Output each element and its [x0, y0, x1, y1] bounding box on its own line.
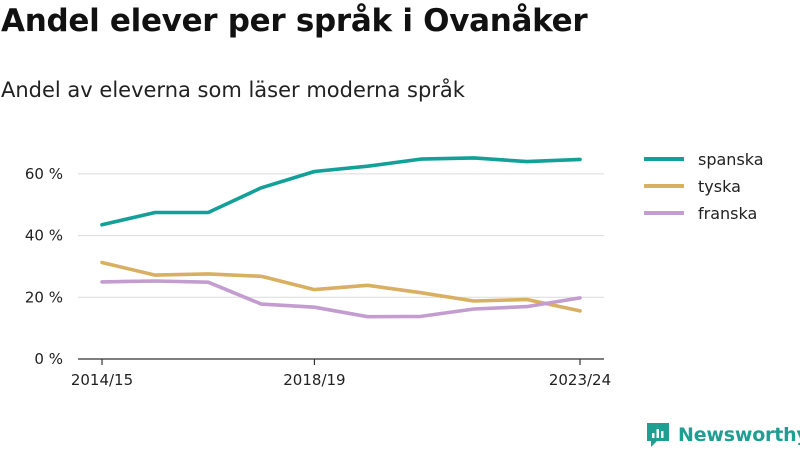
newsworthy-logo: Newsworthy	[645, 421, 800, 449]
legend: spanska tyska franska	[644, 150, 764, 223]
axes: 0 % 20 % 40 % 60 % 2014/15 2018/19 2023/24	[25, 165, 611, 389]
newsworthy-logo-icon	[647, 423, 669, 447]
y-tick-label: 20 %	[25, 288, 63, 306]
legend-label-spanska: spanska	[698, 150, 764, 169]
chart-subtitle: Andel av eleverna som läser moderna språ…	[1, 78, 465, 102]
series-lines	[100, 156, 582, 319]
series-line-tyska	[100, 260, 582, 313]
x-tick-label: 2014/15	[71, 371, 133, 389]
series-line-spanska	[100, 156, 582, 227]
grid-lines	[78, 173, 604, 298]
y-tick-label: 60 %	[25, 165, 63, 183]
brand-name: Newsworthy	[678, 424, 800, 446]
y-tick-label: 40 %	[25, 227, 63, 245]
x-tick-label: 2023/24	[549, 371, 611, 389]
legend-label-franska: franska	[698, 204, 757, 223]
x-tick-label: 2018/19	[283, 371, 345, 389]
legend-label-tyska: tyska	[698, 177, 741, 196]
series-line-franska	[100, 279, 582, 319]
y-tick-label: 0 %	[34, 350, 63, 368]
chart-title: Andel elever per språk i Ovanåker	[1, 3, 588, 39]
